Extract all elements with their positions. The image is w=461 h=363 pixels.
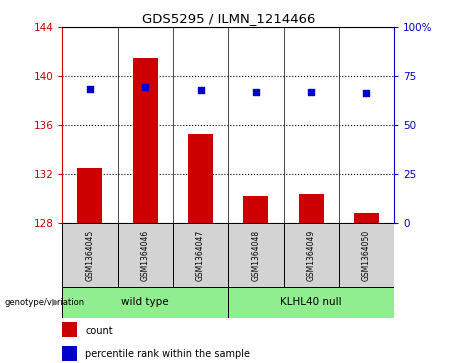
Bar <box>188 134 213 223</box>
Point <box>307 89 315 95</box>
Text: KLHL40 null: KLHL40 null <box>280 297 342 307</box>
Bar <box>354 213 379 223</box>
Text: ▶: ▶ <box>53 297 60 307</box>
Point <box>197 87 204 93</box>
Bar <box>173 223 228 287</box>
Text: GSM1364045: GSM1364045 <box>85 229 95 281</box>
Bar <box>299 194 324 223</box>
Text: wild type: wild type <box>121 297 169 307</box>
Bar <box>339 223 394 287</box>
Bar <box>62 287 228 318</box>
Text: GSM1364046: GSM1364046 <box>141 229 150 281</box>
Bar <box>133 58 158 223</box>
Bar <box>228 287 394 318</box>
Point <box>252 89 260 95</box>
Bar <box>62 322 77 338</box>
Bar <box>62 346 77 361</box>
Bar <box>62 223 118 287</box>
Point <box>363 91 370 97</box>
Title: GDS5295 / ILMN_1214466: GDS5295 / ILMN_1214466 <box>142 12 315 25</box>
Text: GSM1364050: GSM1364050 <box>362 229 371 281</box>
Point <box>86 86 94 92</box>
Text: genotype/variation: genotype/variation <box>5 298 85 307</box>
Text: GSM1364048: GSM1364048 <box>251 229 260 281</box>
Point <box>142 84 149 90</box>
Text: count: count <box>85 326 113 336</box>
Bar <box>228 223 284 287</box>
Bar <box>243 196 268 223</box>
Text: GSM1364049: GSM1364049 <box>307 229 316 281</box>
Bar <box>118 223 173 287</box>
Text: GSM1364047: GSM1364047 <box>196 229 205 281</box>
Bar <box>77 168 102 223</box>
Bar <box>284 223 339 287</box>
Text: percentile rank within the sample: percentile rank within the sample <box>85 350 250 359</box>
